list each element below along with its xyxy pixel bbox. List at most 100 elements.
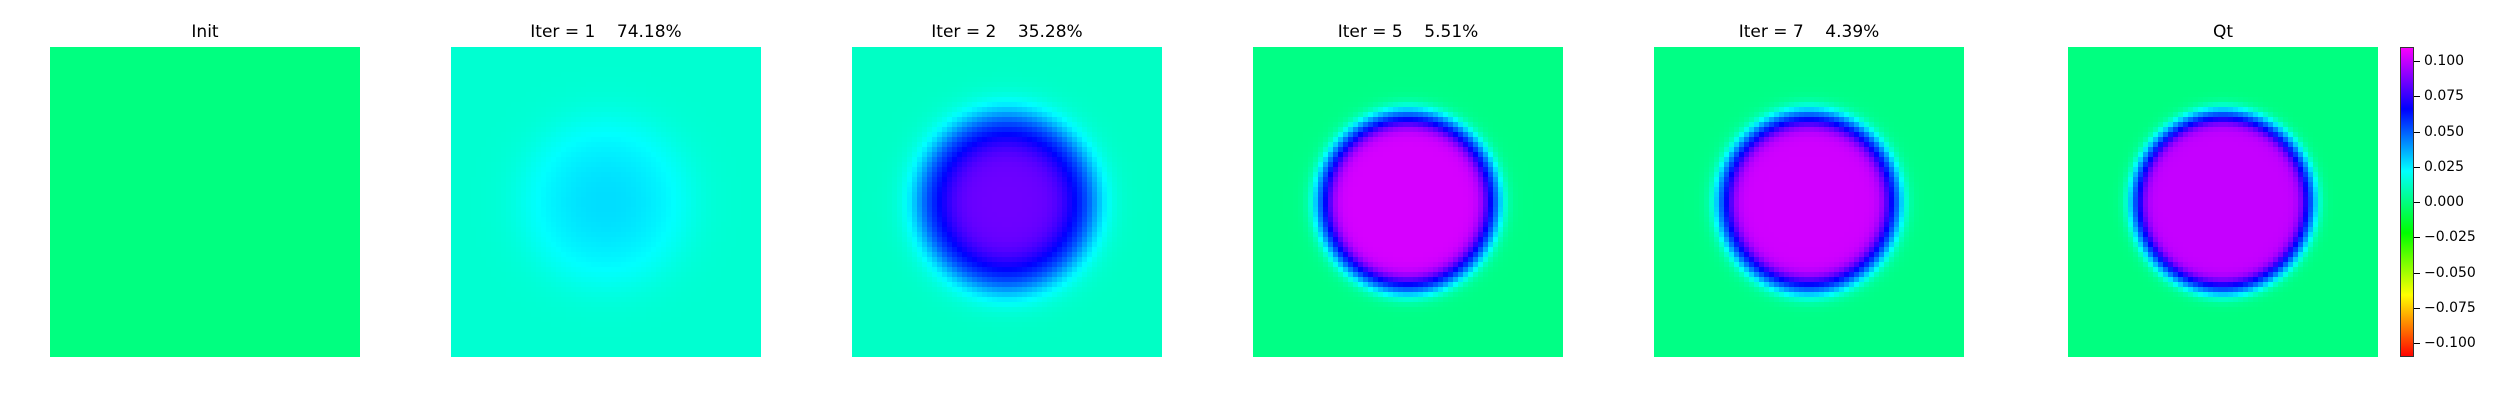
heatmap-cell [160, 217, 166, 223]
heatmap-cell [230, 112, 236, 118]
heatmap-cell [641, 47, 647, 53]
heatmap-cell [270, 342, 276, 348]
heatmap-cell [135, 97, 141, 103]
heatmap-cell [175, 152, 181, 158]
heatmap-cell [686, 67, 692, 73]
heatmap-cell [135, 282, 141, 288]
heatmap-cell [295, 327, 301, 333]
heatmap-cell [225, 222, 231, 228]
heatmap-cell [275, 82, 281, 88]
heatmap-cell [135, 47, 141, 53]
heatmap-cell [330, 297, 336, 303]
heatmap-cell [80, 242, 86, 248]
heatmap-cell [335, 117, 341, 123]
heatmap-cell [165, 247, 171, 253]
heatmap-cell [746, 82, 752, 88]
heatmap-cell [701, 117, 707, 123]
heatmap-cell [70, 267, 76, 273]
heatmap-cell [185, 167, 191, 173]
heatmap-cell [335, 337, 341, 343]
heatmap-cell [135, 182, 141, 188]
heatmap-cell [195, 187, 201, 193]
heatmap-cell [721, 107, 727, 113]
heatmap-cell [105, 222, 111, 228]
heatmap-cell [731, 82, 737, 88]
heatmap-cell [250, 157, 256, 163]
heatmap-cell [330, 322, 336, 328]
heatmap-cell [631, 112, 637, 118]
heatmap-cell [691, 52, 697, 58]
heatmap-cell [571, 57, 577, 63]
heatmap-cell [536, 82, 542, 88]
heatmap-cell [50, 352, 56, 357]
heatmap-cell [265, 202, 271, 208]
heatmap-cell [451, 107, 457, 113]
heatmap-cell [260, 47, 266, 53]
heatmap-cell [185, 77, 191, 83]
heatmap-cell [621, 77, 627, 83]
heatmap-cell [95, 262, 101, 268]
heatmap-cell [300, 332, 306, 338]
heatmap-cell [150, 157, 156, 163]
heatmap-cell [686, 82, 692, 88]
heatmap-cell [706, 62, 712, 68]
heatmap-cell [180, 272, 186, 278]
heatmap-cell [155, 282, 161, 288]
heatmap-cell [125, 262, 131, 268]
heatmap-cell [641, 127, 647, 133]
heatmap-cell [250, 207, 256, 213]
heatmap-cell [160, 72, 166, 78]
heatmap-cell [175, 212, 181, 218]
heatmap-cell [55, 312, 61, 318]
heatmap-cell [240, 307, 246, 313]
heatmap-cell [160, 57, 166, 63]
heatmap-cell [320, 262, 326, 268]
heatmap-cell [270, 242, 276, 248]
heatmap-cell [320, 67, 326, 73]
heatmap-cell [200, 292, 206, 298]
heatmap-cell [531, 132, 537, 138]
heatmap-cell [205, 77, 211, 83]
heatmap-cell [165, 227, 171, 233]
heatmap-cell [200, 247, 206, 253]
heatmap-cell [616, 87, 622, 93]
heatmap-cell [526, 132, 532, 138]
heatmap-cell [255, 197, 261, 203]
heatmap-cell [596, 102, 602, 108]
heatmap-cell [190, 237, 196, 243]
heatmap-cell [230, 247, 236, 253]
heatmap-cell [295, 227, 301, 233]
heatmap-cell [691, 77, 697, 83]
heatmap-cell [746, 47, 752, 53]
heatmap-cell [476, 102, 482, 108]
heatmap-cell [85, 342, 91, 348]
heatmap-cell [135, 262, 141, 268]
heatmap-cell [95, 347, 101, 353]
heatmap-cell [60, 197, 66, 203]
heatmap-cell [55, 317, 61, 323]
heatmap-cell [210, 142, 216, 148]
heatmap-cell [95, 317, 101, 323]
heatmap-cell [230, 102, 236, 108]
heatmap-cell [50, 72, 56, 78]
heatmap-cell [586, 112, 592, 118]
heatmap-cell [210, 162, 216, 168]
heatmap-cell [601, 122, 607, 128]
heatmap-cell [75, 152, 81, 158]
heatmap-cell [295, 112, 301, 118]
heatmap-cell [235, 62, 241, 68]
heatmap-cell [350, 137, 356, 143]
heatmap-cell [516, 57, 522, 63]
heatmap-cell [516, 132, 522, 138]
heatmap-cell [90, 252, 96, 258]
heatmap-cell [566, 122, 572, 128]
heatmap-cell [751, 117, 757, 123]
heatmap-cell [110, 352, 116, 357]
heatmap-cell [661, 122, 667, 128]
heatmap-cell [125, 217, 131, 223]
heatmap-cell [716, 77, 722, 83]
heatmap-cell [100, 337, 106, 343]
heatmap-cell [621, 122, 627, 128]
heatmap-cell [80, 172, 86, 178]
heatmap-cell [255, 132, 261, 138]
